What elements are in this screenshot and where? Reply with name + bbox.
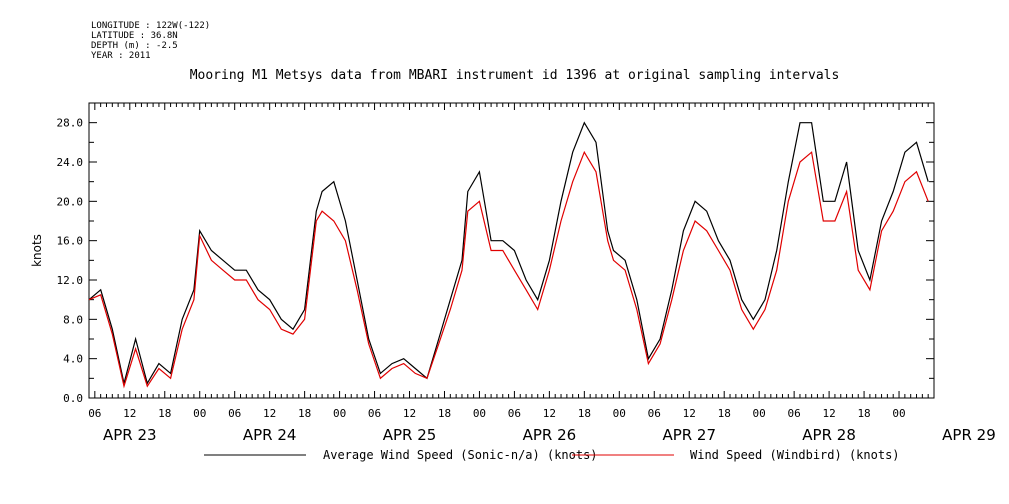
x-tick-label: 18: [857, 407, 870, 420]
x-tick-label: 00: [892, 407, 905, 420]
day-label: APR 28: [802, 426, 856, 444]
y-tick-label: 0.0: [63, 392, 83, 405]
day-label: APR 24: [243, 426, 297, 444]
x-tick-label: 06: [508, 407, 521, 420]
x-tick-label: 18: [718, 407, 731, 420]
year-text: YEAR : 2011: [91, 51, 151, 61]
series-layer: [88, 121, 929, 389]
day-label: APR 25: [383, 426, 437, 444]
x-tick-label: 00: [193, 407, 206, 420]
chart-title: Mooring M1 Metsys data from MBARI instru…: [189, 68, 840, 83]
x-tick-label: 00: [753, 407, 766, 420]
longitude-text: LONGITUDE : 122W(-122): [91, 21, 211, 31]
plot-axes: [88, 102, 935, 399]
series-line-wind-speed-windbird: [88, 150, 929, 389]
x-tick-label: 06: [88, 407, 101, 420]
x-tick-label: 00: [473, 407, 486, 420]
y-tick-label: 12.0: [57, 274, 84, 287]
day-label: APR 23: [103, 426, 157, 444]
legend: Average Wind Speed (Sonic-n/a) (knots) Wi…: [204, 448, 900, 462]
y-tick-label: 4.0: [63, 353, 83, 366]
x-tick-label: 06: [368, 407, 381, 420]
y-tick-label: 16.0: [57, 235, 84, 248]
x-tick-label: 12: [123, 407, 136, 420]
x-tick-label: 12: [403, 407, 416, 420]
axis-labels: 0.0 4.0 8.0 12.0 16.0 20.0 24.0 28.0 06 12 18 00 06 1…: [30, 117, 996, 444]
x-tick-label: 00: [333, 407, 346, 420]
y-tick-label: 8.0: [63, 313, 83, 326]
metadata-block: LONGITUDE : 122W(-122) LATITUDE : 36.8N …: [91, 21, 210, 61]
x-tick-label: 18: [438, 407, 451, 420]
x-tick-label: 06: [788, 407, 801, 420]
series-line-average-wind-speed: [88, 121, 929, 385]
x-tick-label: 18: [158, 407, 171, 420]
x-tick-label: 12: [543, 407, 556, 420]
x-tick-label: 18: [578, 407, 591, 420]
y-tick-label: 28.0: [57, 117, 84, 130]
y-axis-label: knots: [30, 234, 44, 267]
day-label: APR 29: [942, 426, 996, 444]
latitude-text: LATITUDE : 36.8N: [91, 31, 178, 41]
depth-text: DEPTH (m) : -2.5: [91, 41, 178, 51]
y-tick-label: 20.0: [57, 195, 84, 208]
y-tick-label: 24.0: [57, 156, 84, 169]
x-tick-label: 12: [683, 407, 696, 420]
day-label: APR 26: [523, 426, 577, 444]
x-tick-label: 12: [822, 407, 835, 420]
x-tick-label: 12: [263, 407, 276, 420]
legend-label-windbird: Wind Speed (Windbird) (knots): [690, 448, 900, 462]
legend-label-average: Average Wind Speed (Sonic-n/a) (knots): [323, 448, 598, 462]
day-label: APR 27: [662, 426, 716, 444]
x-tick-label: 06: [228, 407, 241, 420]
x-tick-label: 06: [648, 407, 661, 420]
x-tick-label: 00: [613, 407, 626, 420]
plot-frame: [88, 102, 935, 399]
x-tick-label: 18: [298, 407, 311, 420]
